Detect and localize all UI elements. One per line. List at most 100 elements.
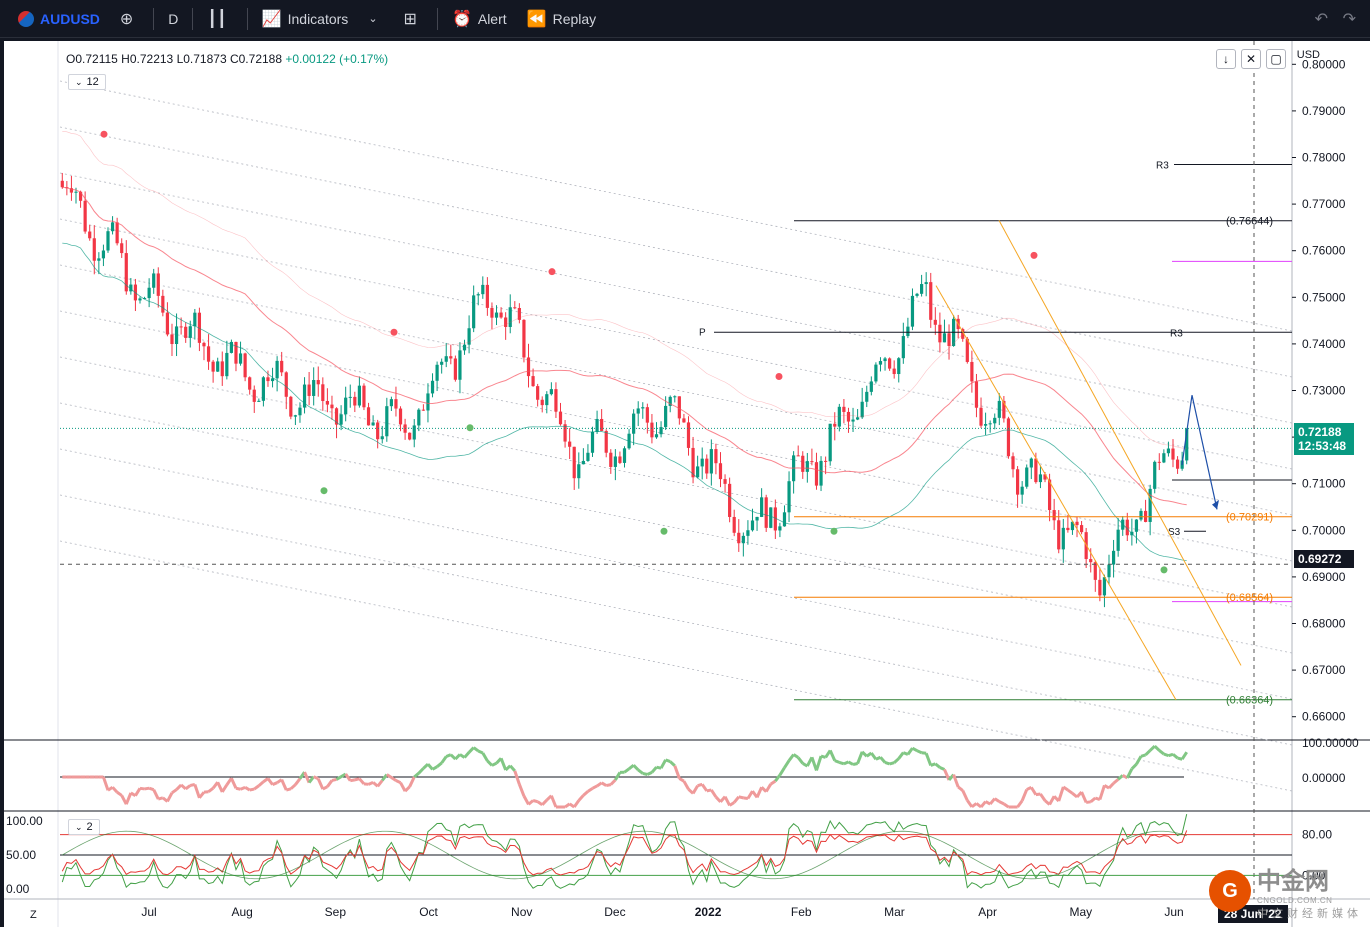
candle-body [238,353,243,364]
candle [366,402,371,426]
candle [261,376,266,407]
candle [1079,521,1084,535]
stoch-left-tick: 0.00 [6,882,30,896]
momentum-segment [395,779,402,785]
candle-body [760,497,764,517]
currency-flag-icon [18,10,34,27]
candle [920,274,924,297]
candle-body [910,295,915,327]
candle-body [261,377,266,401]
momentum-segment [431,765,438,771]
candle-body [302,384,307,408]
templates-button[interactable]: ⌄ [358,0,393,38]
compare-button[interactable]: ⊕ [110,0,149,38]
candle [206,334,211,370]
momentum-segment [413,772,420,779]
momentum-segment [659,759,667,769]
candle [174,313,179,357]
candle-body [828,423,832,462]
candle [1102,574,1107,608]
momentum-segment [893,757,900,764]
zoom-reset-button[interactable]: Z [30,909,37,921]
momentum-segment [477,749,484,755]
candle-body [1043,474,1047,480]
indicator-count: 12 [86,76,99,88]
candle-body [819,460,823,486]
candle-body [737,532,741,544]
candle [814,452,819,490]
candle [686,416,691,456]
candle-body [1015,469,1020,495]
candle [824,456,828,475]
fib-low1-label: (0.68564) [1226,592,1273,604]
ohlc-high: H0.72213 [121,52,174,66]
moving-average-line [62,186,1187,506]
bollinger-upper-line [62,130,1187,450]
candle-body [1157,461,1161,463]
candle-body [357,385,361,406]
replay-button[interactable]: ⏪ Replay [517,0,607,38]
redo-icon[interactable]: ↷ [1342,11,1356,28]
momentum-segment [743,796,749,800]
candle-body [1002,400,1006,419]
indicator-count-badge[interactable]: ⌄ 12 [68,74,106,90]
price-tick-label: 0.68000 [1302,617,1346,631]
alert-button[interactable]: ⏰ Alert [442,0,517,38]
chevron-down-icon: ⌄ [368,13,378,25]
candle-body [106,231,110,251]
time-tick-label: Jun [1164,905,1183,919]
momentum-segment [316,778,325,790]
indicators-button[interactable]: 📈 Indicators [252,0,359,38]
momentum-segment [897,751,905,760]
momentum-segment [239,785,246,791]
candle [1038,465,1043,489]
candle-body [257,400,261,402]
candle-body [673,396,677,398]
candle [997,393,1001,426]
candle-body [536,386,540,400]
chart-canvas[interactable]: 0.80000 0.79000 0.78000 0.77000 0.76000 0.750… [4,41,1370,927]
candle-body [426,393,430,411]
close-pane-button[interactable]: ✕ [1241,49,1261,69]
candle [1084,527,1088,569]
candle [732,509,736,537]
price-tick-label: 0.71000 [1302,477,1346,491]
momentum-segment [820,754,827,759]
maximize-pane-button[interactable]: ▢ [1266,49,1286,69]
momentum-segment [609,778,617,786]
candle-body [376,422,380,440]
candle [979,397,983,428]
candle-body [243,353,247,378]
chart-type-button[interactable]: ┃┃ [197,0,242,38]
candle-body [385,406,389,437]
candle [609,449,613,474]
scroll-down-button[interactable]: ↓ [1216,49,1236,69]
candle-body [728,483,732,517]
symbol-selector[interactable]: AUDUSD [8,0,110,38]
momentum-segment [1035,792,1041,797]
momentum-segment [1163,752,1169,758]
momentum-segment [669,760,676,767]
momentum-segment [1117,774,1124,781]
candle [248,376,252,395]
candle [229,339,234,354]
candle-body [686,422,691,448]
momentum-segment [1080,791,1088,804]
candle [325,388,329,413]
momentum-segment [1020,788,1029,802]
momentum-segment [1153,745,1161,752]
undo-icon[interactable]: ↶ [1314,11,1328,28]
candle [929,272,933,328]
momentum-segment [249,787,255,792]
chart-area[interactable]: 0.80000 0.79000 0.78000 0.77000 0.76000 0.750… [4,41,1370,927]
candle-body [206,346,211,362]
stoch-indicator-badge[interactable]: ⌄ 2 [68,819,100,835]
interval-button[interactable]: D [158,0,188,38]
candle-body [645,407,649,423]
candle-body [974,381,979,408]
layout-button[interactable]: ⊞ [394,0,433,38]
candle-body [78,191,83,201]
momentum-segment [148,786,155,792]
candle-body [412,425,416,440]
candle [293,414,297,426]
